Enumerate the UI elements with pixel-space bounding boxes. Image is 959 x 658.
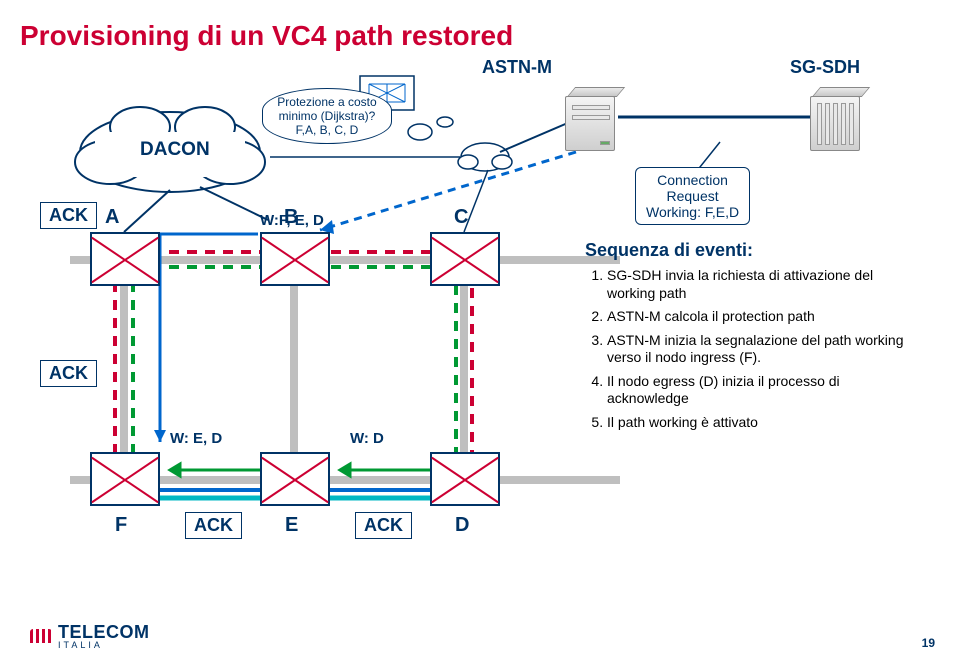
ack-ed: ACK <box>355 512 412 539</box>
tag-wd: W: D <box>350 430 384 447</box>
thought-line3: F,A, B, C, D <box>267 123 387 137</box>
tag-wfed: W:F, E, D <box>260 212 324 229</box>
page-title: Provisioning di un VC4 path restored <box>20 20 939 52</box>
switch-e <box>260 452 330 506</box>
callout-line3: Working: F,E,D <box>646 204 739 220</box>
node-d-label: D <box>455 514 469 537</box>
mini-switch <box>399 97 411 107</box>
switch-a <box>90 232 160 286</box>
callout-line1: Connection <box>646 172 739 188</box>
sequence-item: ASTN-M calcola il protection path <box>607 308 925 326</box>
diagram-canvas: DACON Protezione a costo minimo (Dijkstr… <box>20 62 940 622</box>
thought-line2: minimo (Dijkstra)? <box>267 109 387 123</box>
astn-server <box>565 87 615 147</box>
node-f-label: F <box>115 514 127 537</box>
tag-wed: W: E, D <box>170 430 222 447</box>
mini-switch <box>399 79 411 89</box>
page-number: 19 <box>922 636 935 650</box>
connection-request-callout: Connection Request Working: F,E,D <box>635 167 750 225</box>
ack-mid: ACK <box>40 360 97 387</box>
callout-line2: Request <box>646 188 739 204</box>
sequence-item: Il path working è attivato <box>607 414 925 432</box>
ack-top: ACK <box>40 202 97 229</box>
thought-bubble: Protezione a costo minimo (Dijkstra)? F,… <box>262 88 392 144</box>
sgsdh-server <box>810 87 860 147</box>
thought-line1: Protezione a costo <box>267 95 387 109</box>
ack-fe: ACK <box>185 512 242 539</box>
sequence-item: ASTN-M inizia la segnalazione del path w… <box>607 332 925 367</box>
sequence-box: Sequenza di eventi: SG-SDH invia la rich… <box>585 240 925 437</box>
node-c-label: C <box>454 206 468 229</box>
sgsdh-label: SG-SDH <box>790 57 860 78</box>
telecom-logo: TELECOM ITALIA <box>30 622 150 650</box>
sequence-header: Sequenza di eventi: <box>585 240 925 261</box>
logo-name: TELECOM <box>58 622 150 642</box>
switch-f <box>90 452 160 506</box>
node-a-label: A <box>105 206 119 229</box>
astn-label: ASTN-M <box>482 57 552 78</box>
node-e-label: E <box>285 514 298 537</box>
dacon-label: DACON <box>140 139 210 161</box>
switch-b <box>260 232 330 286</box>
switch-d <box>430 452 500 506</box>
switch-c <box>430 232 500 286</box>
sequence-item: Il nodo egress (D) inizia il processo di… <box>607 373 925 408</box>
sequence-item: SG-SDH invia la richiesta di attivazione… <box>607 267 925 302</box>
